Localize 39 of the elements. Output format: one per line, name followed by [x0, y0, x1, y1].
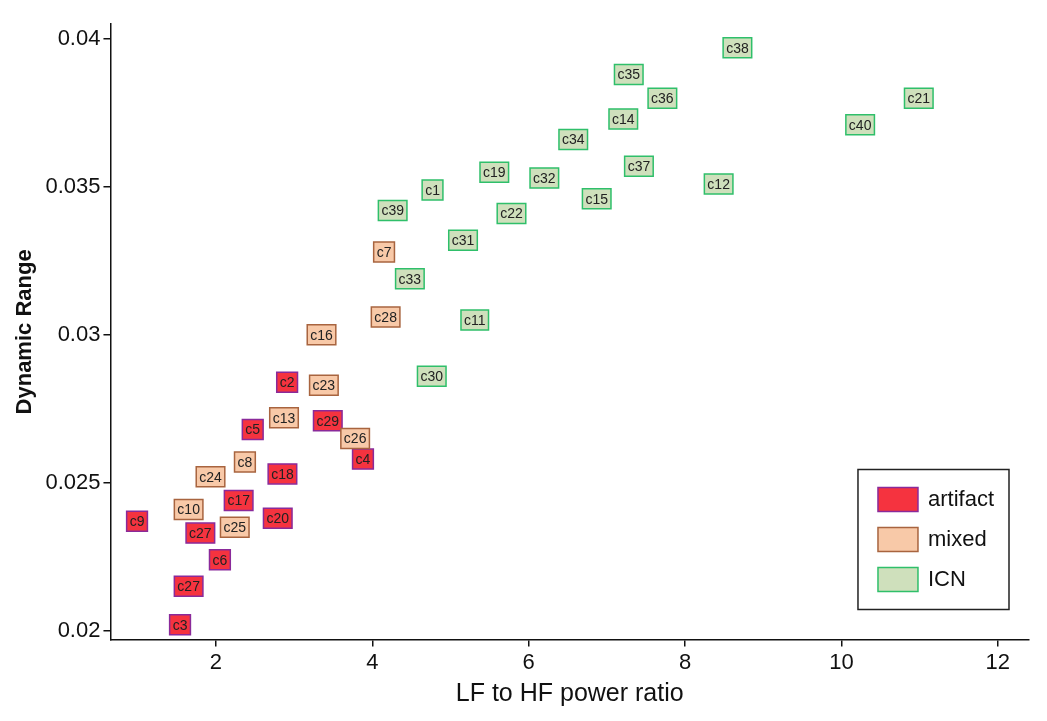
- x-tick-label: 6: [522, 648, 535, 674]
- x-axis-title: LF to HF power ratio: [455, 677, 684, 706]
- y-axis-title: Dynamic Range: [11, 249, 37, 415]
- data-label: c2: [279, 374, 295, 391]
- x-tick-label: 4: [366, 648, 379, 674]
- data-label: c33: [398, 270, 422, 287]
- data-label: c13: [272, 409, 296, 426]
- data-label: c34: [561, 131, 585, 148]
- data-label: c26: [343, 430, 367, 447]
- legend-label: ICN: [927, 565, 966, 591]
- data-label: c11: [463, 311, 486, 328]
- data-label: c22: [500, 205, 523, 222]
- legend-label: artifact: [927, 485, 995, 511]
- x-tick-label: 8: [678, 648, 692, 674]
- y-tick-label: 0.035: [45, 172, 101, 198]
- data-label: c9: [129, 513, 145, 530]
- data-label: c27: [177, 578, 201, 595]
- data-label: c35: [617, 66, 641, 83]
- data-label: c6: [212, 551, 228, 568]
- legend-label: mixed: [927, 525, 987, 551]
- data-label: c3: [172, 616, 188, 633]
- x-tick-label: 10: [829, 648, 854, 674]
- y-tick-label: 0.02: [57, 616, 101, 642]
- data-label: c10: [177, 501, 201, 518]
- data-label: c29: [316, 412, 340, 429]
- x-tick-label: 2: [209, 648, 223, 674]
- y-tick-label: 0.03: [57, 320, 101, 346]
- data-label: c20: [266, 510, 290, 527]
- data-label: c7: [376, 243, 392, 260]
- data-label: c30: [420, 368, 444, 385]
- data-label: c4: [355, 450, 371, 467]
- x-tick-label: 12: [985, 648, 1010, 674]
- y-tick-label: 0.025: [45, 468, 101, 494]
- y-tick-label: 0.04: [57, 25, 101, 51]
- data-label: c39: [381, 202, 405, 219]
- data-label: c8: [237, 453, 253, 470]
- data-label: c1: [425, 181, 441, 198]
- data-label: c17: [227, 492, 251, 509]
- data-label: c5: [245, 421, 261, 438]
